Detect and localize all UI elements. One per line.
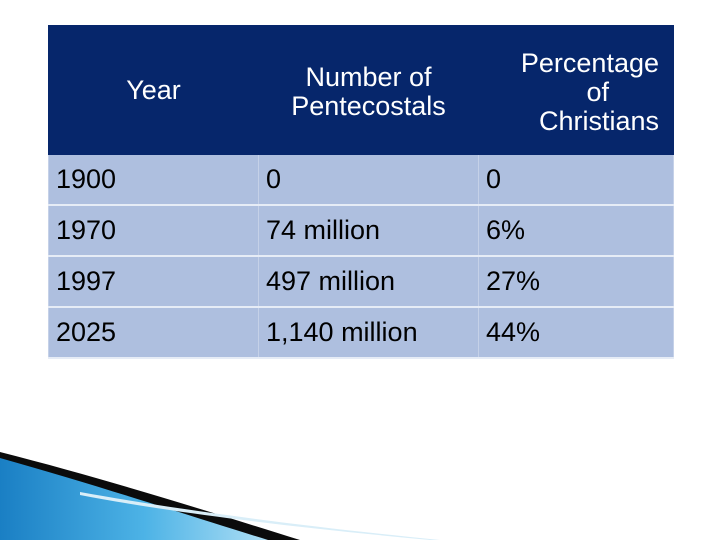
header-percentage-line-2: of [586,76,609,107]
cell-count: 1,140 million [258,307,479,359]
cell-count: 497 million [258,256,479,308]
cell-year: 1900 [48,154,259,206]
cell-year: 1970 [48,205,259,257]
header-year: Year [48,25,259,155]
header-pentecostals-line-2: Pentecostals [291,91,446,121]
swoosh-dark-stroke [0,452,300,540]
cell-percent: 27% [478,256,674,308]
header-percentage: Percentage of Christians [478,25,674,155]
cell-percent: 44% [478,307,674,359]
cell-percent: 6% [478,205,674,257]
header-pentecostals: Number of Pentecostals [258,25,479,155]
header-row: Year Number of Pentecostals Percentage o… [48,25,674,155]
table-row: 1997 497 million 27% [48,256,674,308]
data-table: Year Number of Pentecostals Percentage o… [48,25,674,359]
cell-count: 74 million [258,205,479,257]
cell-count: 0 [258,154,479,206]
header-year-text: Year [126,74,181,105]
cell-year: 2025 [48,307,259,359]
cell-percent: 0 [478,154,674,206]
header-percentage-line-1: Percentage [520,47,659,78]
table-row: 1970 74 million 6% [48,205,674,257]
header-percentage-line-3: Christians [538,105,659,136]
decorative-swoosh [0,452,440,540]
cell-year: 1997 [48,256,259,308]
table-row: 1900 0 0 [48,154,674,206]
header-pentecostals-line-1: Number of [305,62,432,92]
table-row: 2025 1,140 million 44% [48,307,674,359]
